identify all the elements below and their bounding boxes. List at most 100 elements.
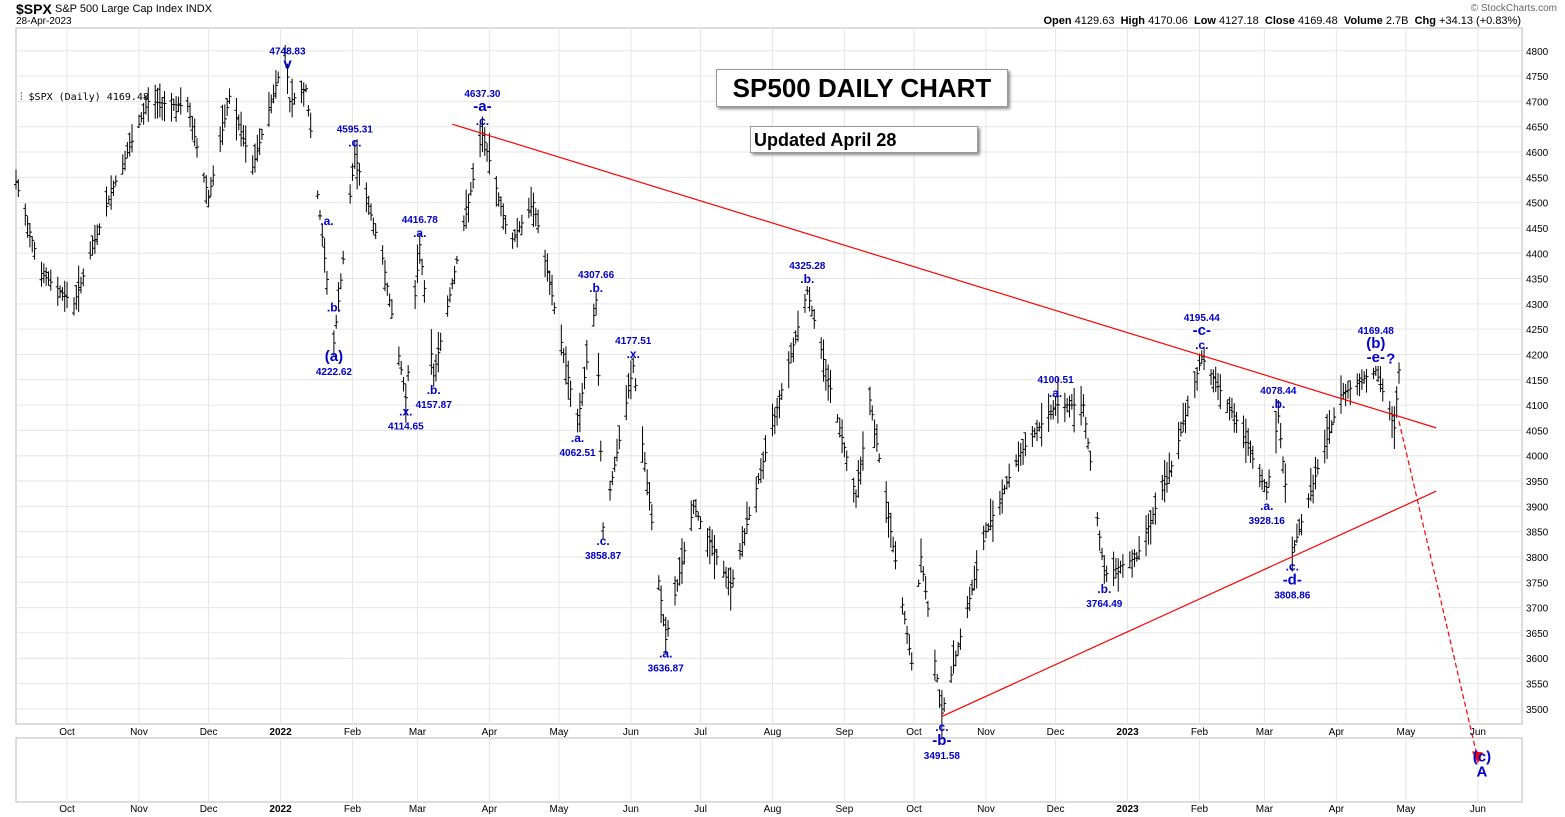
target-label: A (1476, 763, 1487, 780)
wave-label: 4325.28 (789, 261, 826, 272)
wave-label: .b. (327, 301, 341, 315)
x-tick-label: Nov (130, 727, 148, 738)
wave-annotation: (a) 4222.62 (316, 348, 353, 378)
wave-label: .a. (571, 431, 584, 445)
y-tick-label: 4350 (1526, 275, 1549, 286)
x-tick-label: Oct (59, 727, 75, 738)
x-tick-label-lower: Oct (906, 804, 922, 815)
x-tick-label: Nov (977, 727, 995, 738)
wave-annotation: 4307.66.b. (578, 270, 615, 295)
x-tick-label: Dec (1047, 727, 1065, 738)
y-tick-label: 3700 (1526, 604, 1549, 615)
wave-label: .a. (1049, 386, 1062, 400)
security-description: S&P 500 Large Cap Index INDX (55, 3, 212, 15)
x-tick-label: Feb (344, 727, 362, 738)
wave-label: 4595.31 (337, 124, 374, 135)
x-tick-label-lower: Jun (623, 804, 639, 815)
wave-label: 4062.51 (559, 448, 596, 459)
wave-annotation: .b. (327, 301, 341, 315)
x-tick-label: Jun (1470, 727, 1486, 738)
grid (15, 27, 1523, 803)
projection-line (1398, 421, 1479, 760)
lower-panel-frame (15, 737, 1523, 803)
y-tick-label: 4550 (1526, 173, 1549, 184)
wave-annotation: .x. 4114.65 (388, 405, 424, 433)
wave-annotation: .c. 3858.87 (585, 534, 622, 562)
y-tick-label: 3900 (1526, 502, 1549, 513)
x-tick-label-lower: Sep (836, 804, 854, 815)
x-tick-label-lower: Jun (1470, 804, 1486, 815)
y-tick-label: 4000 (1526, 452, 1549, 463)
x-tick-label-lower: Apr (1329, 804, 1345, 815)
wave-label: .c. (935, 720, 948, 734)
y-tick-label: 4700 (1526, 97, 1549, 108)
wave-label: .a. (320, 214, 333, 228)
y-tick-label: 4300 (1526, 300, 1549, 311)
wave-label: (a) (325, 348, 343, 365)
credit: © StockCharts.com (1470, 3, 1557, 14)
wave-label: .b. (1271, 397, 1285, 411)
wave-label: 4177.51 (615, 336, 652, 347)
wave-label: 4195.44 (1184, 313, 1221, 324)
y-tick-label: 3750 (1526, 578, 1549, 589)
open-label: Open (1043, 15, 1072, 27)
x-tick-label-lower: May (1397, 804, 1416, 815)
wave-label: .a. (413, 226, 426, 240)
wave-label: ? (1386, 351, 1395, 368)
y-tick-label: 3800 (1526, 553, 1549, 564)
y-tick-label: 4650 (1526, 123, 1549, 134)
wave-label: -e- (1367, 349, 1385, 366)
x-tick-label-lower: Feb (1191, 804, 1209, 815)
x-tick-label: Mar (409, 727, 427, 738)
y-tick-label: 4500 (1526, 199, 1549, 210)
wave-label: 4637.30 (464, 89, 501, 100)
y-tick-label: 3550 (1526, 680, 1549, 691)
trendline (452, 123, 1437, 429)
x-tick-label-lower: 2022 (269, 804, 292, 815)
wave-annotation: 4748.83v (269, 47, 306, 73)
wave-annotation: .a. 3636.87 (648, 647, 685, 675)
y-tick-label: 4450 (1526, 224, 1549, 235)
x-tick-label: Mar (1256, 727, 1274, 738)
wave-annotation: .a. 3928.16 (1249, 499, 1286, 527)
wave-label: .c. (596, 534, 609, 548)
wave-annotation: 4078.44.b. (1260, 386, 1297, 411)
wave-annotation: .a. 4062.51 (559, 431, 596, 459)
y-tick-label: 4800 (1526, 47, 1549, 58)
ticker-symbol: $SPX (16, 1, 52, 17)
low-value: 4127.18 (1219, 15, 1259, 27)
wave-label: 4078.44 (1260, 386, 1297, 397)
wave-label: -a- (473, 98, 491, 115)
x-tick-label: Jul (694, 727, 707, 738)
wave-label: .c. (348, 135, 361, 149)
wave-annotation: 4100.51.a. (1038, 375, 1075, 400)
wave-annotation: .c.-b- 3491.58 (924, 720, 961, 762)
wave-label: .b. (589, 281, 603, 295)
x-tick-label-lower: Dec (1047, 804, 1065, 815)
x-tick-label-lower: Jul (694, 804, 707, 815)
y-tick-label: 3600 (1526, 654, 1549, 665)
wave-annotation: 4637.30-a-.c. (464, 89, 501, 128)
wave-label: -b- (932, 732, 951, 749)
wave-label: -d- (1283, 571, 1302, 588)
y-tick-label: 3650 (1526, 629, 1549, 640)
y-tick-label: 4400 (1526, 249, 1549, 260)
target-label: (c) (1473, 748, 1491, 765)
wave-annotation: 4595.31.c. (337, 124, 374, 149)
wave-label: .c. (1195, 338, 1208, 352)
wave-label: 4307.66 (578, 270, 615, 281)
wave-annotation: 4325.28.b. (789, 261, 826, 286)
wave-annotation: 4177.51.x. (615, 336, 652, 361)
x-tick-label-lower: Dec (200, 804, 218, 815)
x-tick-label-lower: 2023 (1116, 804, 1139, 815)
x-tick-label-lower: Nov (977, 804, 995, 815)
x-tick-label: Dec (200, 727, 218, 738)
wave-label: .c. (1286, 559, 1299, 573)
wave-annotation: 4416.78.a. (402, 215, 439, 240)
y-tick-label: 4600 (1526, 148, 1549, 159)
projection-arrowhead (1471, 751, 1483, 764)
y-tick-label: 3850 (1526, 528, 1549, 539)
wave-label: .c. (476, 114, 489, 128)
chg-label: Chg (1414, 15, 1436, 27)
